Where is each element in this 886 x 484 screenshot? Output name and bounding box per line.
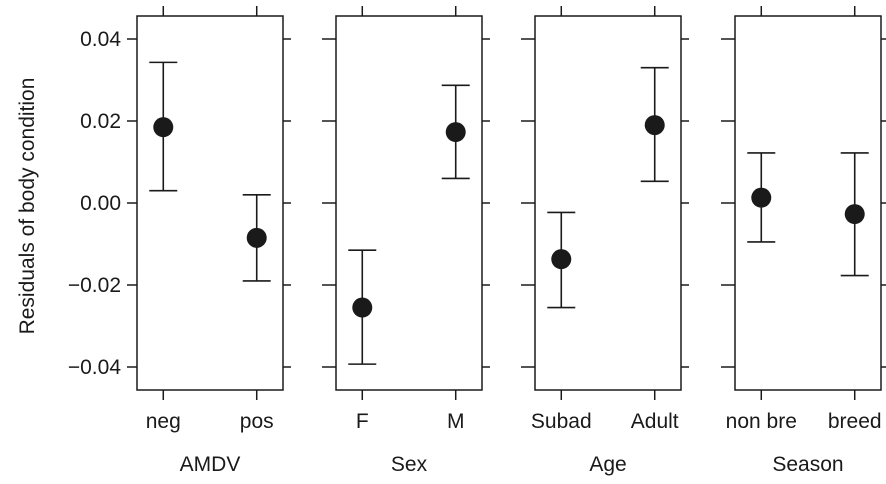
- x-tick-label: pos: [240, 410, 274, 433]
- y-axis-title: Residuals of body condition: [16, 78, 39, 335]
- x-axis-title: Season: [772, 453, 843, 476]
- panel-0: 0.04 0.02 0.00 −0.02 −0.04 neg pos AMDV: [68, 6, 291, 476]
- y-tick-label: 0.02: [80, 110, 121, 133]
- panel-frame: [136, 15, 284, 391]
- x-tick-label: Adult: [631, 410, 679, 433]
- y-tick-label: 0.00: [80, 192, 121, 215]
- x-tick-label: non bre: [726, 410, 797, 433]
- data-point: [844, 204, 865, 225]
- x-axis-title: Sex: [391, 453, 428, 476]
- y-tick-label: 0.04: [80, 28, 121, 51]
- panel-3: non bre breed Season: [721, 6, 886, 476]
- x-tick-label: breed: [828, 410, 882, 433]
- panel-frame: [534, 15, 682, 391]
- x-tick-label: M: [447, 410, 465, 433]
- panel-1: F M Sex: [322, 6, 490, 476]
- x-axis-title: Age: [589, 453, 626, 476]
- panel-frame: [335, 15, 483, 391]
- data-point: [153, 117, 174, 138]
- x-tick-label: neg: [146, 410, 181, 433]
- data-point: [445, 122, 466, 143]
- data-point: [751, 187, 772, 208]
- x-axis-title: AMDV: [180, 453, 241, 476]
- data-point: [246, 227, 267, 248]
- x-tick-label: Subad: [531, 410, 592, 433]
- y-tick-label: −0.04: [68, 356, 121, 379]
- data-point: [644, 115, 665, 136]
- data-point: [551, 249, 572, 270]
- y-tick-label: −0.02: [68, 274, 121, 297]
- x-tick-label: F: [356, 410, 369, 433]
- data-point: [352, 297, 373, 318]
